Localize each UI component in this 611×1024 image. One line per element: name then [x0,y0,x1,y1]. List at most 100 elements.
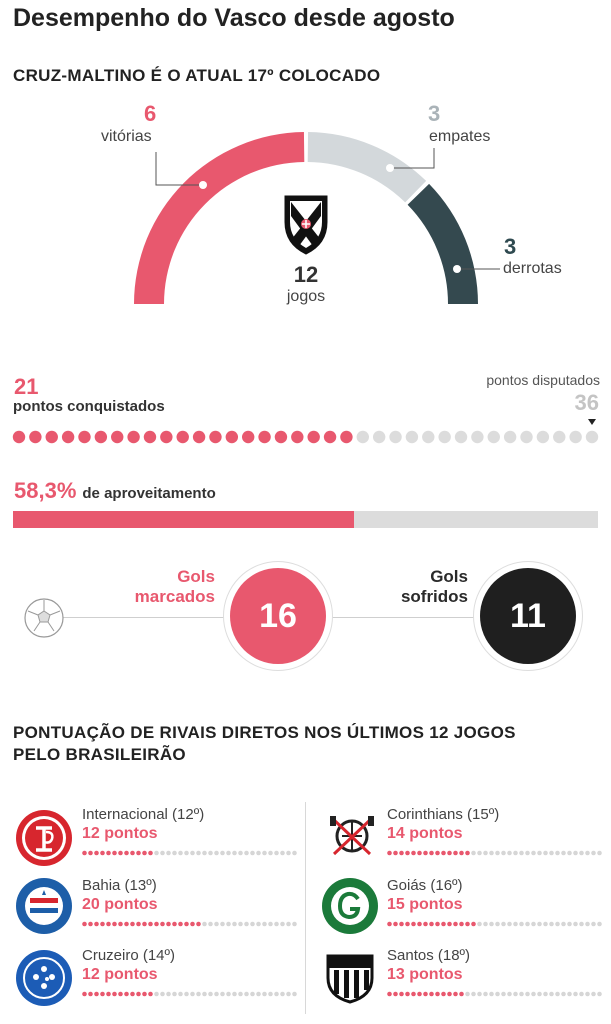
draws-value: 3 [428,101,441,126]
rival-point-won-dot [471,921,476,927]
rival-point-lost-dot [286,850,291,856]
rival-point-lost-dot [567,991,572,997]
rival-team-points: 13 pontos [387,966,463,983]
point-won-dot [323,430,337,444]
point-won-dot [12,430,26,444]
rival-point-won-dot [148,921,153,927]
rival-point-lost-dot [190,991,195,997]
rival-point-won-dot [112,991,117,997]
point-lost-dot [569,430,582,444]
wins-leader-line [155,152,203,186]
rival-point-lost-dot [591,921,596,927]
games-value: 12 [293,262,319,287]
rival-point-lost-dot [286,991,291,997]
rival-point-won-dot [435,850,440,856]
rival-point-lost-dot [238,921,243,927]
rival-point-won-dot [100,921,105,927]
rival-point-lost-dot [196,991,201,997]
rival-point-won-dot [94,921,99,927]
rival-point-lost-dot [232,850,237,856]
point-won-dot [291,430,304,444]
rival-point-won-dot [459,991,464,997]
rival-point-won-dot [196,921,201,927]
rival-point-lost-dot [597,921,602,927]
rival-team-points: 20 pontos [82,896,158,913]
point-lost-dot [454,430,468,444]
rival-point-lost-dot [160,991,165,997]
rival-point-lost-dot [208,850,213,856]
page-title: Desempenho do Vasco desde agosto [13,4,455,32]
rival-point-lost-dot [573,921,578,927]
rival-point-won-dot [142,850,147,856]
rival-point-lost-dot [573,991,578,997]
rival-point-won-dot [130,991,135,997]
rival-point-lost-dot [567,921,572,927]
rival-point-won-dot [142,991,147,997]
rival-point-won-dot [172,921,177,927]
point-lost-dot [438,430,451,444]
point-won-dot [258,430,271,444]
rival-point-lost-dot [531,921,536,927]
point-won-dot [111,430,124,444]
rival-point-won-dot [429,991,434,997]
rival-point-lost-dot [555,921,560,927]
point-won-dot [143,430,157,444]
goals-scored-label: Gols marcados [135,567,215,607]
rival-point-lost-dot [292,921,297,927]
rival-point-lost-dot [543,850,548,856]
page-subtitle: CRUZ-MALTINO É O ATUAL 17º COLOCADO [13,66,381,85]
rival-point-lost-dot [154,991,159,997]
rival-point-lost-dot [232,991,237,997]
rival-point-lost-dot [507,991,512,997]
rival-point-won-dot [82,991,87,997]
rival-point-lost-dot [537,921,542,927]
rival-point-won-dot [136,850,141,856]
rival-point-lost-dot [214,850,219,856]
rival-point-won-dot [423,850,428,856]
goals-scored-label-line1: Gols [177,567,215,586]
rival-point-won-dot [88,850,93,856]
point-won-dot [78,430,91,444]
points-won-label: pontos conquistados [13,398,165,415]
point-won-dot [61,430,75,444]
rival-point-won-dot [190,921,195,927]
goals-scored-value: 16 [230,568,326,664]
soccer-ball-icon [24,598,64,638]
rival-point-won-dot [100,991,105,997]
rival-point-won-dot [142,921,147,927]
rival-point-won-dot [387,921,392,927]
rival-point-lost-dot [597,991,602,997]
point-lost-dot [503,430,517,444]
rival-point-lost-dot [471,850,476,856]
rival-point-lost-dot [579,921,584,927]
rivals-title-line1: PONTUAÇÃO DE RIVAIS DIRETOS NOS ÚLTIMOS … [13,723,516,742]
rival-point-lost-dot [531,850,536,856]
rival-point-lost-dot [292,850,297,856]
rival-point-won-dot [429,850,434,856]
point-lost-dot [585,430,599,444]
rival-point-won-dot [447,921,452,927]
point-lost-dot [356,430,369,444]
rival-point-lost-dot [226,850,231,856]
rival-point-won-dot [429,921,434,927]
point-lost-dot [471,430,484,444]
rival-point-won-dot [387,850,392,856]
rival-point-lost-dot [495,850,500,856]
rival-points-dots [387,850,602,856]
rival-point-lost-dot [519,921,524,927]
rival-point-won-dot [94,991,99,997]
rival-point-lost-dot [268,991,273,997]
rival-point-lost-dot [280,921,285,927]
wins-label: vitórias [101,128,152,145]
rival-point-lost-dot [483,991,488,997]
wins-value: 6 [144,101,157,126]
rival-point-won-dot [435,991,440,997]
rival-point-won-dot [100,850,105,856]
rival-point-lost-dot [513,991,518,997]
rival-point-won-dot [88,991,93,997]
rival-point-won-dot [411,991,416,997]
rival-points-dots [82,921,297,927]
goals-scored-label-line2: marcados [134,587,215,606]
rival-point-won-dot [411,921,416,927]
rival-point-lost-dot [567,850,572,856]
